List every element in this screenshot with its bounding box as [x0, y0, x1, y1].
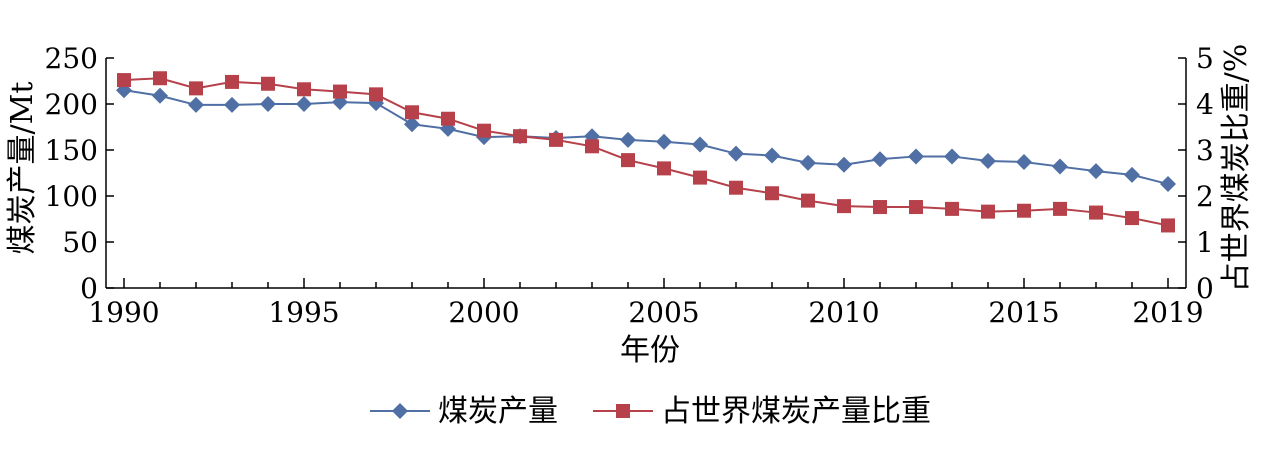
legend-label-coal-output: 煤炭产量 — [438, 394, 558, 429]
right-y-tick-label: 2 — [1196, 180, 1214, 213]
data-point-square — [765, 186, 779, 201]
data-point-diamond — [224, 96, 240, 113]
data-point-square — [117, 73, 131, 88]
data-point-square — [1125, 211, 1139, 226]
data-point-square — [801, 193, 815, 208]
data-point-square — [297, 82, 311, 97]
data-point-diamond — [296, 96, 312, 112]
legend-swatch-square-icon — [616, 404, 630, 418]
legend-swatch-diamond-icon — [392, 403, 408, 419]
tick-labels: 1990 1995 2000 2005 2010 2015 2019050100150200… — [45, 42, 1214, 329]
data-point-square — [657, 161, 671, 176]
data-point-square — [153, 71, 167, 86]
data-point-square — [1089, 205, 1103, 220]
left-y-tick-label: 50 — [62, 226, 98, 259]
data-point-square — [333, 84, 347, 99]
ticks — [106, 57, 1186, 289]
series-line — [123, 77, 1169, 227]
data-point-square — [261, 76, 275, 91]
data-point-diamond — [692, 136, 708, 153]
left-y-tick-label: 200 — [45, 88, 98, 121]
x-tick-label: 1995 — [268, 296, 339, 329]
data-point-diamond — [836, 156, 852, 173]
data-point-diamond — [188, 96, 204, 113]
data-point-square — [621, 153, 635, 168]
series-world-share — [117, 71, 1175, 233]
data-point-diamond — [764, 147, 780, 164]
data-point-diamond — [944, 148, 960, 165]
data-point-square — [441, 111, 455, 126]
data-point-diamond — [152, 87, 168, 104]
data-point-diamond — [656, 133, 672, 150]
series-line — [123, 89, 1169, 186]
legend-item-coal-output: 煤炭产量 — [370, 394, 558, 429]
right-y-axis-title: 占世界煤炭比重/% — [1219, 44, 1254, 293]
data-point-diamond — [404, 116, 420, 133]
data-point-diamond — [872, 151, 888, 168]
data-point-diamond — [1124, 166, 1140, 183]
data-point-square — [549, 132, 563, 147]
legend-item-world-share: 占世界煤炭产量比重 — [593, 394, 931, 429]
data-point-diamond — [728, 145, 744, 162]
series-layer — [116, 71, 1176, 233]
data-point-square — [189, 81, 203, 96]
x-tick-label: 2019 — [1132, 296, 1203, 329]
x-tick-label: 2000 — [448, 296, 519, 329]
left-y-tick-label: 0 — [80, 272, 98, 305]
data-point-square — [1161, 218, 1175, 233]
legend-label-world-share: 占世界煤炭产量比重 — [661, 394, 931, 429]
axes — [105, 58, 1187, 289]
right-y-tick-label: 0 — [1196, 272, 1214, 305]
data-point-square — [225, 74, 239, 89]
data-point-diamond — [1088, 163, 1104, 180]
data-point-square — [693, 170, 707, 185]
data-point-square — [873, 200, 887, 215]
data-point-square — [369, 87, 383, 102]
legend: 煤炭产量 占世界煤炭产量比重 — [370, 394, 931, 429]
data-point-square — [585, 139, 599, 154]
left-y-tick-label: 150 — [45, 134, 98, 167]
x-tick-label: 1990 — [88, 296, 159, 329]
data-point-square — [981, 204, 995, 219]
left-y-tick-label: 100 — [45, 180, 98, 213]
series-coal-output — [116, 82, 1176, 193]
x-tick-label: 2005 — [628, 296, 699, 329]
data-point-diamond — [908, 148, 924, 165]
x-tick-label: 2010 — [808, 296, 879, 329]
data-point-diamond — [260, 96, 276, 112]
right-y-tick-label: 4 — [1196, 88, 1214, 121]
data-point-diamond — [1052, 158, 1068, 175]
data-point-square — [477, 123, 491, 138]
data-point-square — [1017, 203, 1031, 218]
data-point-square — [837, 199, 851, 214]
x-tick-label: 2015 — [988, 296, 1059, 329]
data-point-diamond — [1160, 176, 1176, 193]
data-point-square — [729, 180, 743, 195]
data-point-square — [945, 201, 959, 216]
right-y-tick-label: 5 — [1196, 42, 1214, 75]
left-y-tick-label: 250 — [45, 42, 98, 75]
data-point-square — [405, 105, 419, 120]
x-axis-title: 年份 — [620, 333, 680, 368]
data-point-square — [513, 129, 527, 144]
data-point-diamond — [980, 153, 996, 170]
right-y-tick-label: 1 — [1196, 226, 1214, 259]
data-point-diamond — [1016, 153, 1032, 170]
right-y-tick-label: 3 — [1196, 134, 1214, 167]
data-point-square — [909, 200, 923, 215]
left-y-axis-title: 煤炭产量/Mt — [5, 82, 40, 255]
data-point-diamond — [800, 154, 816, 171]
data-point-diamond — [620, 131, 636, 148]
data-point-square — [1053, 201, 1067, 216]
